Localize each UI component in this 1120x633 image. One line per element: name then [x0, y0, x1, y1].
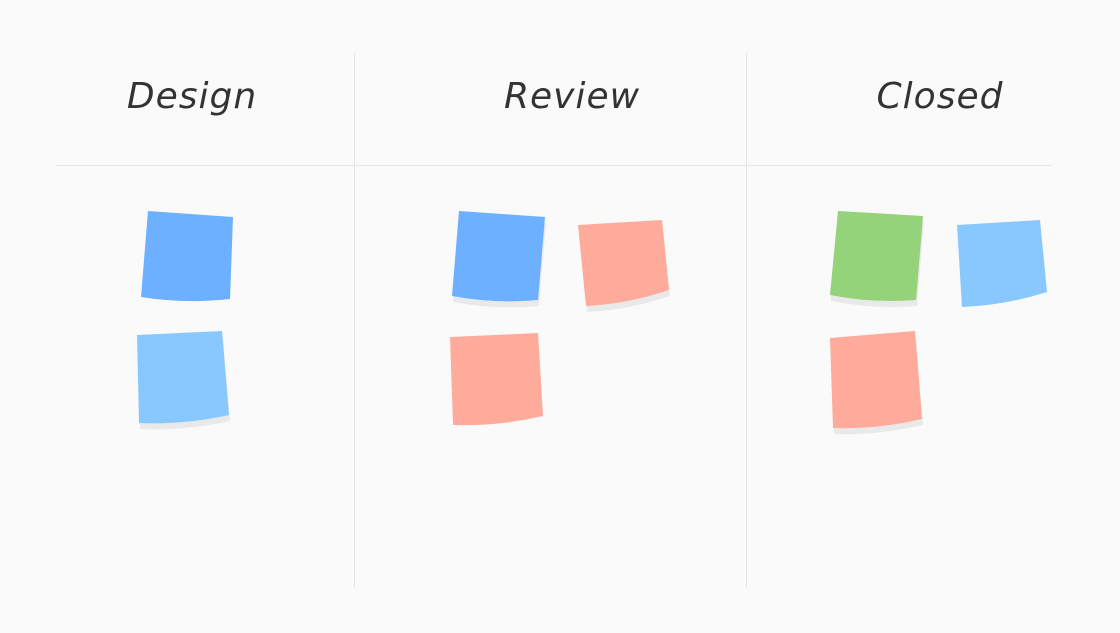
sticky-note-closed[interactable] — [830, 211, 923, 302]
sticky-note-closed[interactable] — [957, 220, 1047, 307]
column-title-review: Review — [503, 76, 641, 117]
column-title-closed: Closed — [876, 76, 1004, 117]
column-divider — [354, 53, 355, 588]
sticky-note-design[interactable] — [141, 211, 233, 302]
sticky-note-closed[interactable] — [830, 331, 922, 429]
sticky-note-design[interactable] — [137, 331, 229, 424]
sticky-note-review[interactable] — [450, 333, 543, 426]
column-divider — [746, 53, 747, 588]
sticky-note-review[interactable] — [578, 220, 669, 306]
header-divider — [56, 165, 1052, 166]
sticky-note-review[interactable] — [452, 211, 545, 302]
column-title-design: Design — [126, 76, 258, 117]
